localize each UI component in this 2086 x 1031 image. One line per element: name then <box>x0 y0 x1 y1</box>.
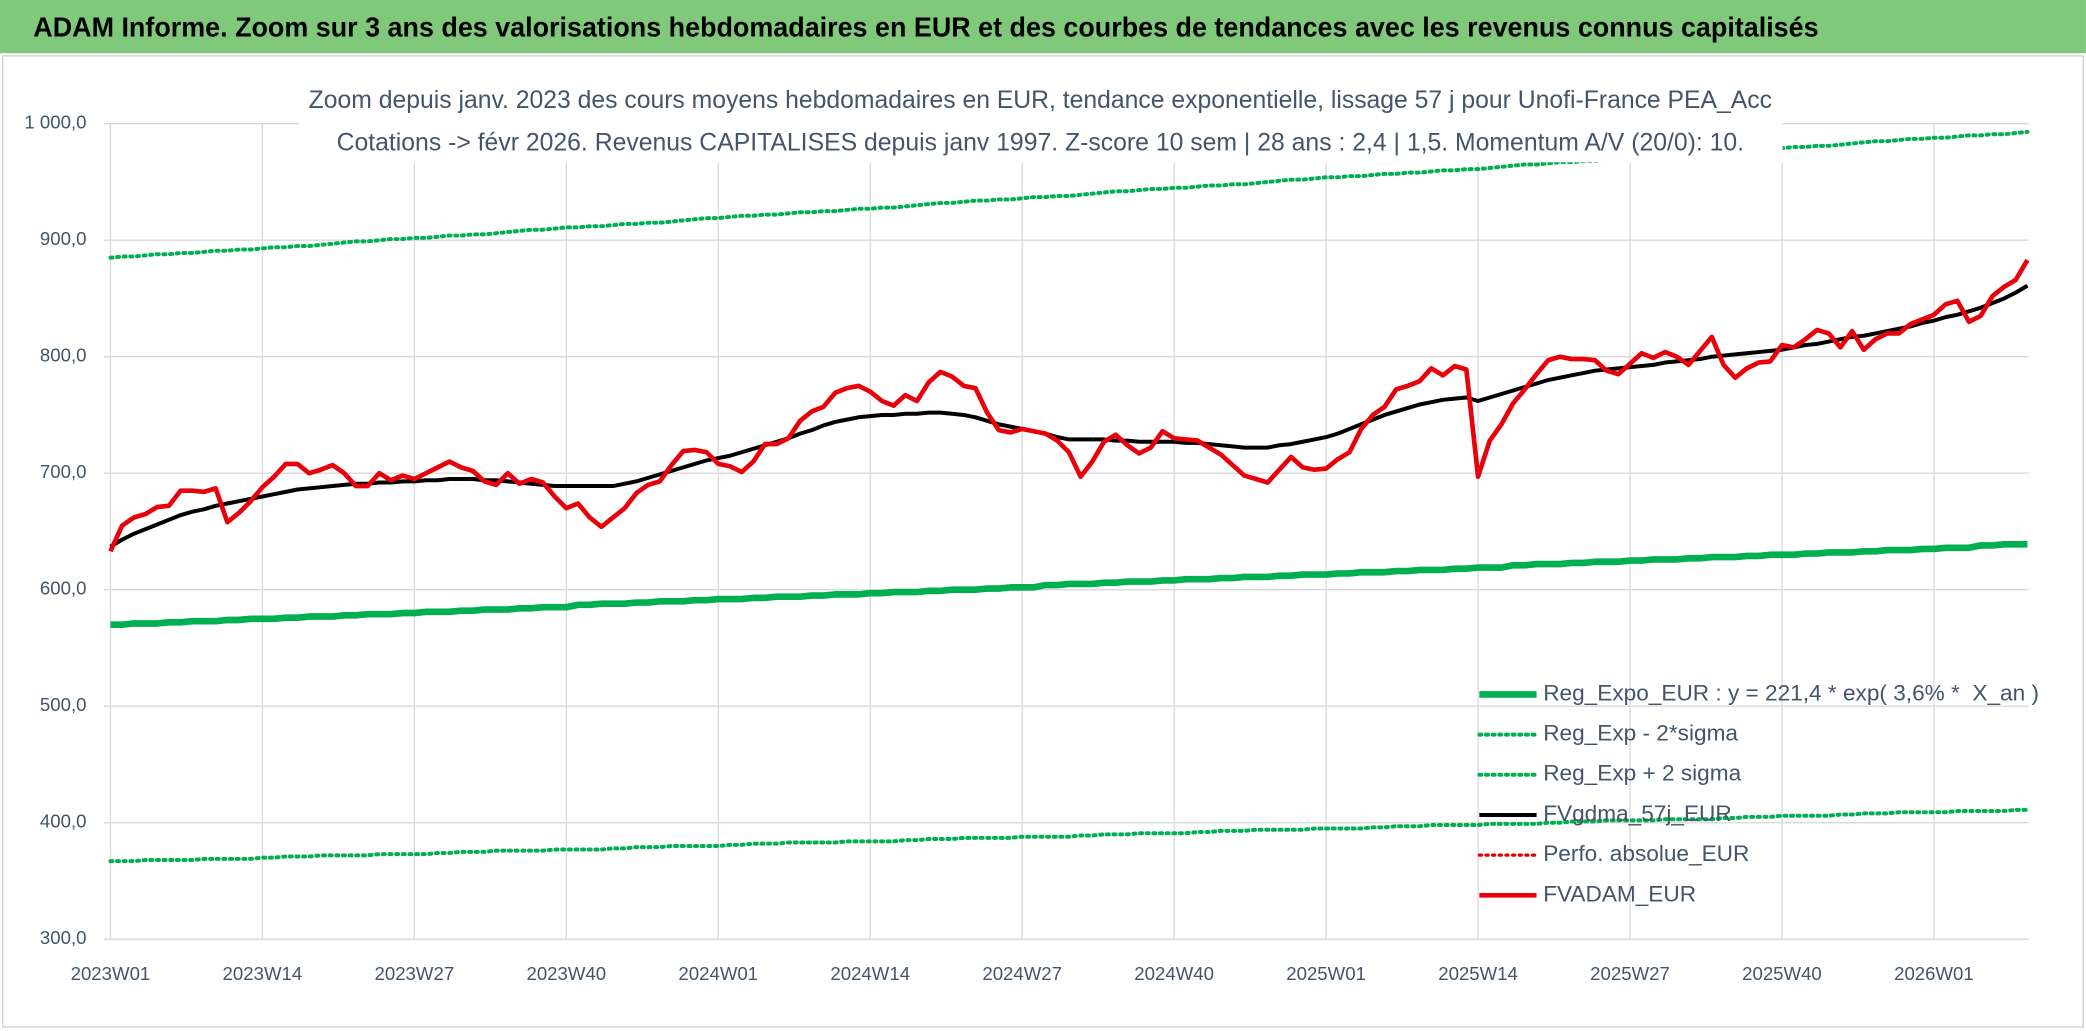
series-line <box>108 807 2030 864</box>
chart-title: Zoom depuis janv. 2023 des cours moyens … <box>309 86 1772 114</box>
page-title: ADAM Informe. Zoom sur 3 ans des valoris… <box>33 12 1818 43</box>
x-tick-label: 2025W01 <box>1286 963 1366 984</box>
chart-subtitle: Cotations -> févr 2026. Revenus CAPITALI… <box>337 128 1744 156</box>
x-tick-label: 2024W27 <box>982 963 1062 984</box>
grid: 300,0 400,0 500,0 600,0 700,0 800,0 900,0 1 000… <box>24 112 2029 984</box>
y-tick-label: 300,0 <box>40 927 87 948</box>
y-tick-label: 900,0 <box>40 228 87 249</box>
title-background <box>299 79 1783 163</box>
legend-label: Reg_Exp - 2*sigma <box>1543 721 1738 746</box>
x-tick-label: 2026W01 <box>1894 963 1974 984</box>
series-line <box>109 283 2029 549</box>
x-tick-label: 2023W40 <box>526 963 606 984</box>
chart-frame <box>2 55 2084 1028</box>
y-tick-label: 700,0 <box>40 461 87 482</box>
legend-label: Reg_Expo_EUR : y = 221,4 * exp( 3,6% * X… <box>1543 680 2039 705</box>
x-tick-label: 2023W14 <box>223 963 303 984</box>
y-tick-label: 400,0 <box>40 811 87 832</box>
x-tick-label: 2024W01 <box>678 963 758 984</box>
x-tick-label: 2024W14 <box>830 963 910 984</box>
legend-label: FVgdma_57j_EUR <box>1543 801 1732 826</box>
y-tick-label: 600,0 <box>40 578 87 599</box>
x-tick-label: 2024W40 <box>1134 963 1214 984</box>
series-line <box>110 540 2028 628</box>
legend: Reg_Expo_EUR : y = 221,4 * exp( 3,6% * X… <box>1477 680 2039 906</box>
y-tick-label: 500,0 <box>40 694 87 715</box>
y-tick-label: 1 000,0 <box>24 112 86 133</box>
x-tick-label: 2023W27 <box>375 963 455 984</box>
x-tick-label: 2025W27 <box>1590 963 1670 984</box>
legend-label: Reg_Exp + 2 sigma <box>1543 761 1741 786</box>
header-bar <box>0 0 2086 54</box>
legend-label: Perfo. absolue_EUR <box>1543 841 1749 866</box>
x-tick-label: 2025W14 <box>1438 963 1518 984</box>
y-tick-label: 800,0 <box>40 345 87 366</box>
series-line <box>108 258 2030 553</box>
legend-label: FVADAM_EUR <box>1543 881 1696 906</box>
x-tick-label: 2025W40 <box>1742 963 1822 984</box>
x-tick-label: 2023W01 <box>71 963 151 984</box>
